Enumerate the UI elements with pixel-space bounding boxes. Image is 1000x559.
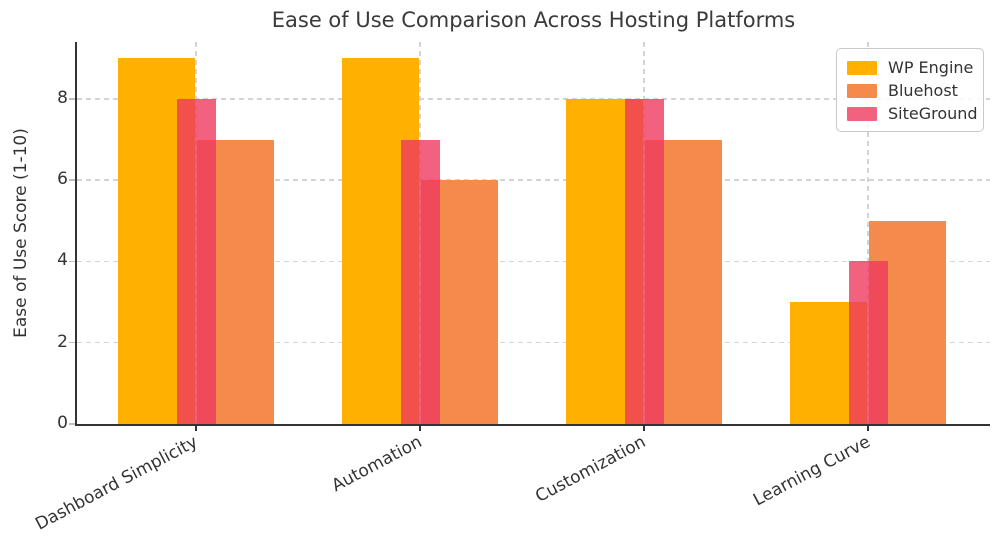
legend-label-bluehost: Bluehost xyxy=(888,81,958,100)
legend-swatch-wp-engine xyxy=(847,60,877,75)
y-tick-label-4: 4 xyxy=(57,250,68,271)
x-tick-label-dashboard-simplicity: Dashboard Simplicity xyxy=(32,432,202,535)
y-axis-label: Ease of Use Score (1-10) xyxy=(11,128,31,338)
chart-title: Ease of Use Comparison Across Hosting Pl… xyxy=(271,8,796,32)
legend-swatch-siteground xyxy=(847,106,877,121)
x-tick-learning-curve xyxy=(867,425,869,431)
gridline-horizontal-8 xyxy=(77,98,990,100)
gridline-horizontal-4 xyxy=(77,260,990,263)
legend-label-siteground: SiteGround xyxy=(888,104,978,123)
x-tick-dashboard-simplicity xyxy=(195,425,197,431)
y-axis-spine xyxy=(75,42,77,424)
x-tick-customization xyxy=(643,425,645,431)
x-axis-spine xyxy=(75,424,990,426)
legend: WP Engine Bluehost SiteGround xyxy=(836,48,984,132)
bar-siteground-automation xyxy=(400,139,440,424)
legend-swatch-bluehost xyxy=(847,83,877,98)
legend-row-siteground: SiteGround xyxy=(847,102,978,125)
y-tick-2 xyxy=(69,341,76,344)
y-tick-label-2: 2 xyxy=(57,331,68,352)
x-tick-label-customization: Customization xyxy=(532,432,650,507)
bar-siteground-customization xyxy=(624,98,664,424)
y-tick-8 xyxy=(69,98,76,100)
legend-row-wp-engine: WP Engine xyxy=(847,56,973,79)
gridline-vertical-learning-curve xyxy=(867,42,869,424)
gridline-horizontal-2 xyxy=(77,342,990,344)
y-tick-4 xyxy=(69,260,76,263)
x-tick-automation xyxy=(419,425,421,431)
bar-siteground-dashboard-simplicity xyxy=(176,98,216,424)
y-tick-label-8: 8 xyxy=(57,87,68,108)
x-tick-label-automation: Automation xyxy=(328,432,426,497)
gridline-horizontal-6 xyxy=(77,179,990,181)
y-tick-label-6: 6 xyxy=(57,169,68,190)
y-tick-6 xyxy=(69,179,76,181)
y-tick-0 xyxy=(69,423,76,425)
legend-row-bluehost: Bluehost xyxy=(847,79,973,102)
y-tick-label-0: 0 xyxy=(57,413,68,433)
bar-siteground-learning-curve xyxy=(848,261,888,424)
plot-area xyxy=(69,42,990,431)
x-tick-label-learning-curve: Learning Curve xyxy=(749,432,874,511)
legend-label-wp-engine: WP Engine xyxy=(888,58,974,77)
legend-items: WP Engine Bluehost SiteGround xyxy=(847,56,978,125)
